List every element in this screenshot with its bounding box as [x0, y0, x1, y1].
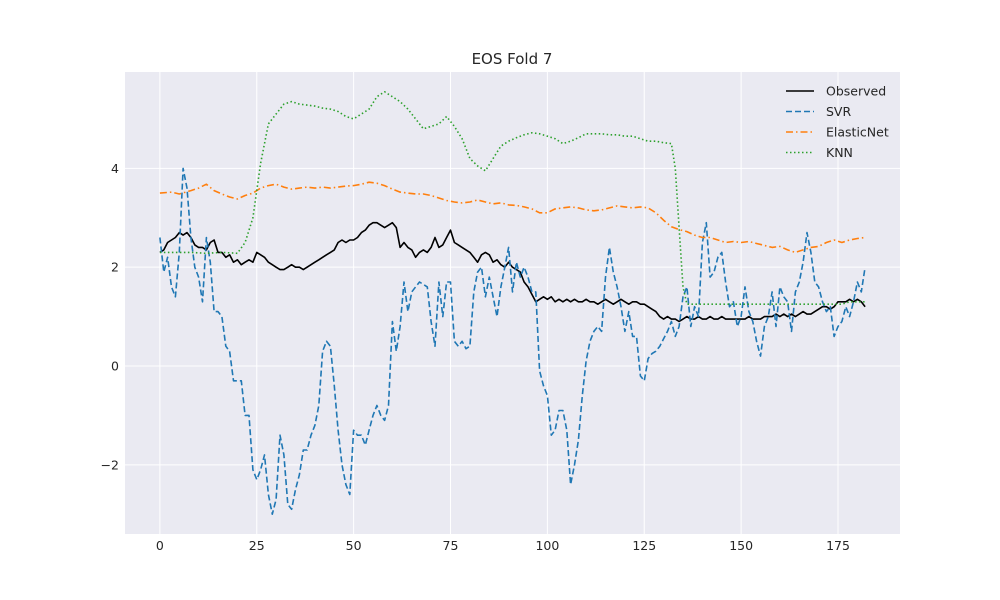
y-tick-label: 4 — [111, 161, 119, 176]
series-line-knn — [159, 91, 866, 306]
series-layer — [159, 91, 866, 516]
x-tick-label: 0 — [156, 538, 164, 553]
x-tick-label: 75 — [443, 538, 459, 553]
legend-label-elasticnet: ElasticNet — [826, 125, 889, 140]
x-tick-label: 100 — [535, 538, 559, 553]
x-tick-label: 150 — [729, 538, 753, 553]
legend-label-observed: Observed — [826, 84, 886, 99]
legend-label-knn: KNN — [826, 145, 853, 160]
y-tick-label: −2 — [101, 457, 119, 472]
x-axis-ticks: 0 25 50 75 100 125 150 175 — [156, 538, 850, 553]
x-tick-label: 175 — [826, 538, 850, 553]
x-tick-label: 125 — [632, 538, 656, 553]
legend: Observed SVR ElasticNet KNN — [786, 84, 889, 160]
legend-label-svr: SVR — [826, 104, 851, 119]
x-tick-label: 50 — [346, 538, 362, 553]
series-line-observed — [159, 221, 866, 323]
series-line-svr — [159, 167, 866, 516]
y-axis-ticks: −2 0 2 4 — [101, 161, 119, 472]
x-tick-label: 25 — [249, 538, 265, 553]
chart-title: EOS Fold 7 — [472, 50, 553, 68]
y-tick-label: 2 — [111, 260, 119, 275]
series-line-elasticnet — [159, 181, 866, 254]
y-tick-label: 0 — [111, 359, 119, 374]
